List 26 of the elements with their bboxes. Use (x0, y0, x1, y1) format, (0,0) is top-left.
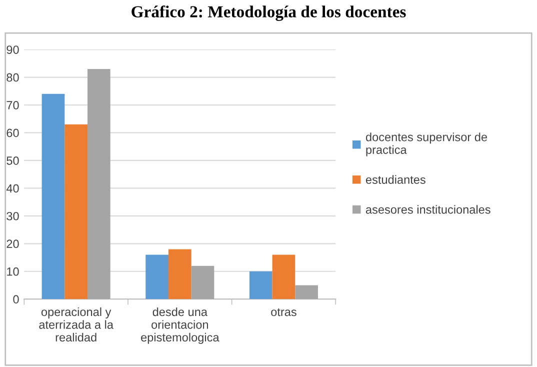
chart-title: Gráfico 2: Metodología de los docentes (132, 6, 406, 21)
y-tick-label: 80 (6, 73, 19, 82)
bar (146, 254, 168, 300)
y-tick-label: 10 (7, 267, 19, 276)
bar (249, 271, 272, 300)
y-tick-label: 40 (6, 184, 19, 193)
x-tick-label: operacional y aterrizada a la realidad (39, 307, 114, 342)
bar (64, 124, 88, 300)
y-tick-label: 70 (6, 101, 19, 110)
y-tick-label: 30 (6, 212, 19, 220)
y-tick-label: 60 (6, 128, 19, 138)
bar (87, 68, 110, 300)
x-tick-label: otras (271, 308, 296, 316)
y-tick-label: 20 (6, 240, 19, 248)
y-tick-label: 0 (13, 295, 19, 304)
bar (272, 254, 296, 300)
bar (295, 285, 318, 300)
y-tick-label: 50 (6, 156, 19, 165)
y-tick-label: 90 (6, 46, 19, 54)
bar (191, 266, 214, 300)
legend-label: docentes supervisor de practica (366, 132, 488, 156)
legend-label: estudiantes (366, 175, 426, 184)
bar (168, 249, 192, 300)
x-tick-label: desde una orientacion epistemologica (141, 307, 220, 344)
legend-label: asesores institucionales (366, 205, 490, 214)
bar (42, 94, 65, 300)
